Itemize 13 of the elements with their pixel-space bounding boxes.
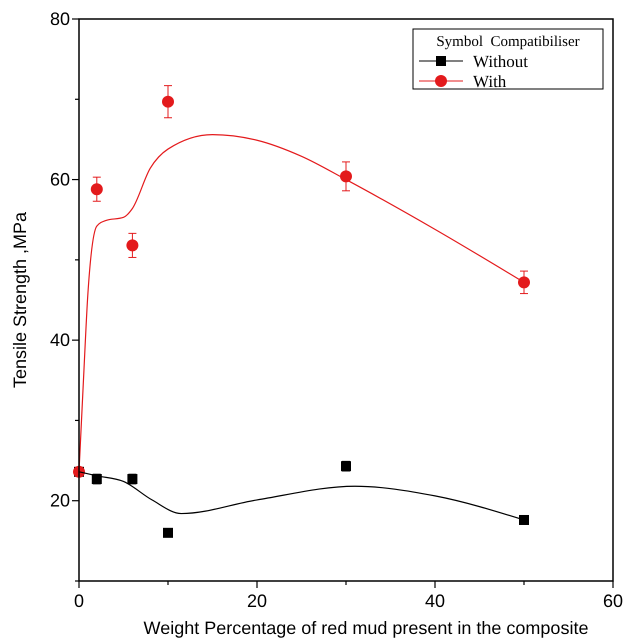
y-tick-label: 40 [50, 330, 70, 350]
legend-label: Without [473, 52, 528, 71]
x-tick-label: 20 [246, 591, 268, 611]
x-tick-label: 40 [424, 591, 446, 611]
y-tick-label: 80 [50, 9, 70, 29]
legend-label: With [473, 72, 507, 91]
x-tick-label: 0 [74, 591, 84, 611]
legend-title: Symbol Compatibiliser [436, 34, 580, 50]
x-tick-label: 60 [602, 591, 624, 611]
y-tick-label: 20 [50, 490, 70, 511]
y-tick-label: 60 [50, 170, 70, 190]
y-axis-title: Tensile Strength ,MPa [10, 210, 30, 388]
x-axis-title: Weight Percentage of red mud present in the composite [144, 618, 588, 638]
